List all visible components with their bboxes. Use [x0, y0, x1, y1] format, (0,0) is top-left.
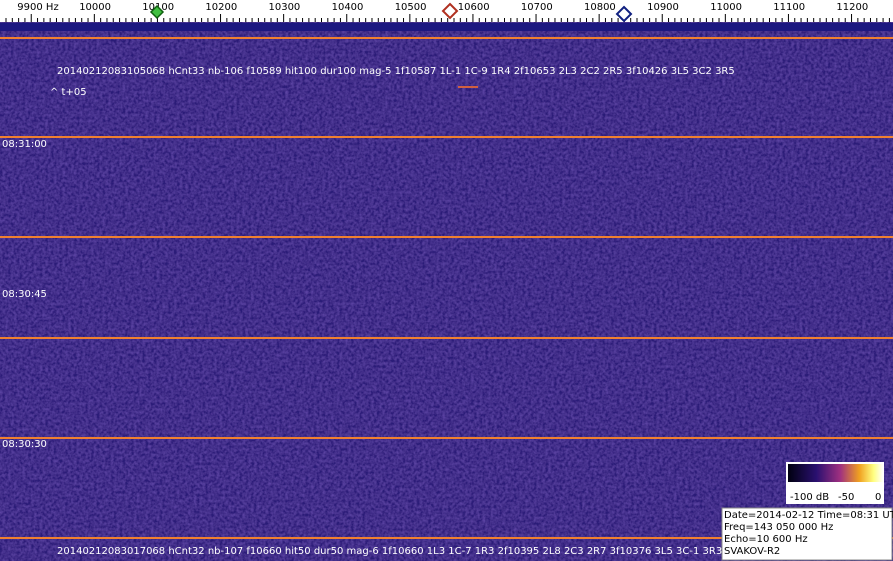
ruler-label: 10800 — [584, 2, 616, 13]
info-line: Echo=10 600 Hz — [724, 534, 808, 545]
ruler-label: 11100 — [773, 2, 805, 13]
colorbar-label: -100 dB — [790, 492, 829, 503]
ruler-label: 10000 — [79, 2, 111, 13]
time-label: 08:31:00 — [2, 139, 47, 150]
annotation: ^ t+05 — [50, 87, 87, 98]
ruler-label: 10900 — [647, 2, 679, 13]
info-line: Date=2014-02-12 Time=08:31 UTC — [724, 510, 893, 521]
waterfall — [0, 22, 893, 561]
ruler-label: 10600 — [458, 2, 490, 13]
info-box — [721, 507, 893, 561]
marker-red — [441, 2, 459, 20]
echo-trace — [458, 86, 478, 88]
info-line: Freq=143 050 000 Hz — [724, 522, 833, 533]
ruler-label: 9900 Hz — [17, 2, 58, 13]
ruler-label: 10200 — [205, 2, 237, 13]
colorbar-label: 0 — [875, 492, 881, 503]
time-label: 08:30:30 — [2, 439, 47, 450]
time-label: 08:30:45 — [2, 289, 47, 300]
ruler-label: 10300 — [268, 2, 300, 13]
marker-blue — [615, 5, 633, 23]
marker-green — [149, 4, 165, 20]
colorbar-label: -50 — [838, 492, 854, 503]
time-labels: 08:31:00 08:30:45 08:30:30 — [2, 139, 47, 450]
ruler-label: 10500 — [395, 2, 427, 13]
ruler-label: 10400 — [332, 2, 364, 13]
ruler-label: 11000 — [710, 2, 742, 13]
colorbar — [788, 464, 883, 482]
ruler-label: 10700 — [521, 2, 553, 13]
detection-text: 20140212083017068 hCnt32 nb-107 f10660 h… — [57, 546, 722, 557]
detection-text: 20140212083105068 hCnt33 nb-106 f10589 h… — [57, 66, 735, 77]
info-line: SVAKOV-R2 — [724, 546, 780, 557]
ruler-label: 11200 — [836, 2, 868, 13]
band — [0, 23, 893, 31]
